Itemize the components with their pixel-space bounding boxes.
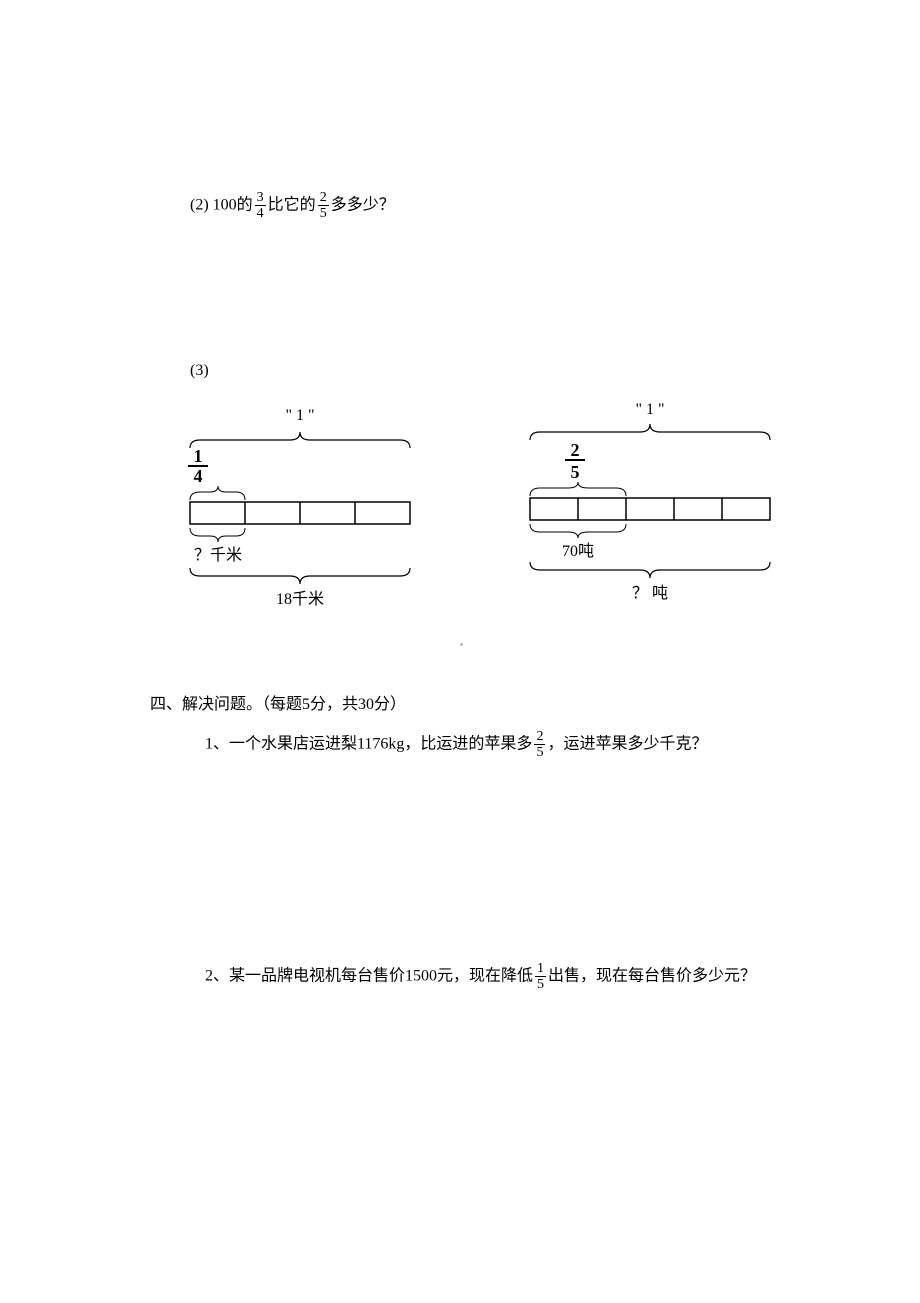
page-center-mark: ▪ <box>460 640 463 649</box>
d1-frac-den: 4 <box>194 466 203 486</box>
d1-total-label: 18千米 <box>276 590 324 608</box>
d1-unknown-brace <box>190 528 245 542</box>
d2-frac-num: 2 <box>571 440 580 460</box>
p1-text-before: 一个水果店运进梨1176kg，比运进的苹果多 <box>229 735 532 752</box>
diagram-1: " 1 " 1 4 ？千米 18千米 <box>170 400 430 600</box>
diagram-1-svg: " 1 " 1 4 ？千米 18千米 <box>170 400 430 610</box>
q2-text-after: 多多少？ <box>331 197 395 214</box>
d2-bar <box>530 498 770 520</box>
d1-unknown-label: ？千米 <box>194 546 242 564</box>
d2-bottom-brace <box>530 562 770 578</box>
d2-part-brace <box>530 524 626 538</box>
diagram-2: " 1 " 2 5 70吨 ？ 吨 <box>510 400 770 600</box>
d2-part-label: 70吨 <box>562 542 594 560</box>
problem-2: 2、某一品牌电视机每台售价1500元，现在降低15出售，现在每台售价多少元？ <box>205 961 860 993</box>
d1-bottom-brace <box>190 568 410 584</box>
q2-frac2: 25 <box>318 190 329 222</box>
p1-label: 1、 <box>205 735 229 752</box>
q2-label: (2) <box>190 197 209 214</box>
d1-frac-brace <box>190 486 245 500</box>
d2-one-label: " 1 " <box>635 401 664 418</box>
diagrams-container: " 1 " 1 4 ？千米 18千米 <box>170 400 860 600</box>
section-4-header: 四、解决问题。（每题5分，共30分） <box>150 690 860 714</box>
d1-frac-num: 1 <box>194 446 203 466</box>
question-3-label: (3) <box>190 362 860 380</box>
d2-unknown-label: ？ 吨 <box>632 584 668 602</box>
diagram-2-svg: " 1 " 2 5 70吨 ？ 吨 <box>510 400 790 610</box>
p2-text-after: 出售，现在每台售价多少元？ <box>548 967 756 984</box>
d2-frac-den: 5 <box>571 462 580 482</box>
q2-text-mid: 比它的 <box>268 197 316 214</box>
d2-frac-brace <box>530 482 626 496</box>
p2-label: 2、 <box>205 967 229 984</box>
p1-text-after: ，运进苹果多少千克？ <box>547 735 707 752</box>
q2-text-before: 100的 <box>213 197 253 214</box>
d1-top-brace <box>190 432 410 448</box>
d1-one-label: " 1 " <box>285 407 314 424</box>
q2-frac1: 34 <box>255 190 266 222</box>
question-2: (2) 100的34比它的25多多少？ <box>190 190 860 222</box>
d2-top-brace <box>530 424 770 440</box>
problem-1: 1、一个水果店运进梨1176kg，比运进的苹果多25，运进苹果多少千克？ <box>205 729 860 761</box>
p2-frac: 15 <box>535 961 546 993</box>
p2-text-before: 某一品牌电视机每台售价1500元，现在降低 <box>229 967 533 984</box>
p1-frac: 25 <box>534 729 545 761</box>
